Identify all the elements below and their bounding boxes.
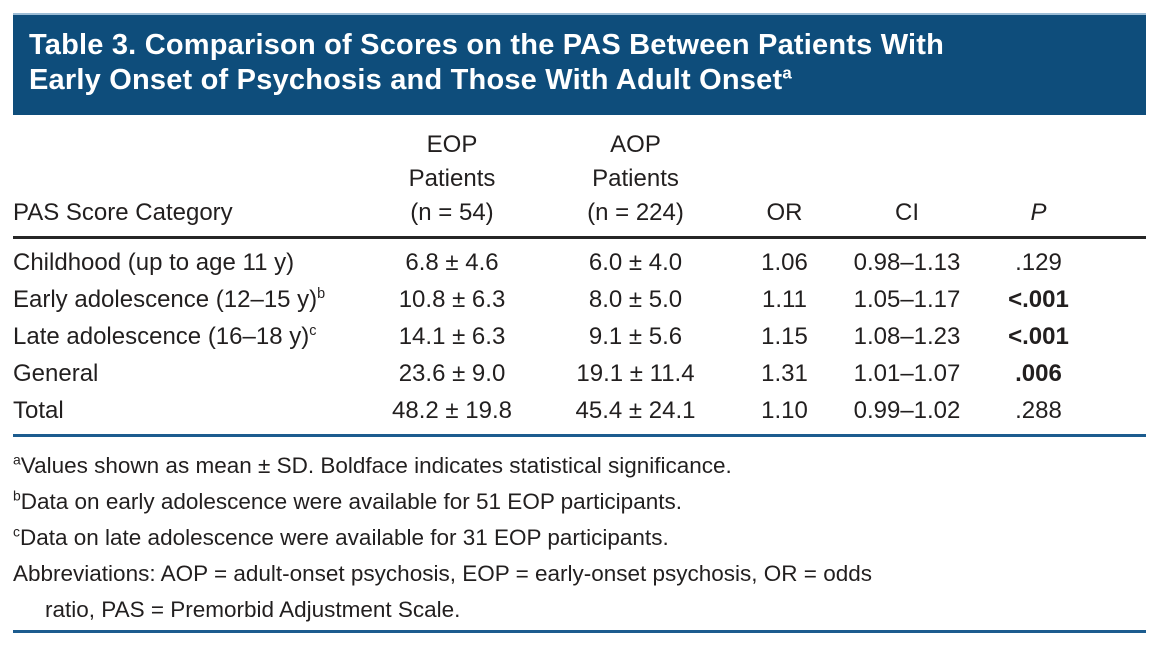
table-title-banner: Table 3. Comparison of Scores on the PAS… [13,15,1146,115]
table-title-line2: Early Onset of Psychosis and Those With … [29,64,783,96]
eop-cell: 6.8 ± 4.6 [405,249,499,276]
table-header-row: PAS Score Category EOP Patients (n = 54)… [13,128,1146,239]
or-cell: 1.31 [761,360,808,387]
ci-cell: 1.01–1.07 [853,360,961,387]
table-row-late-adolescence: Late adolescence (16–18 y)c 14.1 ± 6.3 9… [13,318,1146,355]
p-cell: <.001 [1008,286,1069,313]
pas-comparison-table: PAS Score Category EOP Patients (n = 54)… [13,128,1146,437]
eop-cell: 48.2 ± 19.8 [392,397,512,424]
column-header-p: P [983,128,1146,239]
ci-cell: 1.08–1.23 [853,323,961,350]
top-accent-rule [13,13,1146,15]
aop-cell: 6.0 ± 4.0 [588,249,683,276]
ci-cell: 0.99–1.02 [853,397,961,424]
footnote-a-marker: a [13,451,21,468]
p-cell: .129 [1015,249,1062,276]
table-row-childhood: Childhood (up to age 11 y) 6.8 ± 4.6 6.0… [13,238,1146,282]
footnotes: aValues shown as mean ± SD. Boldface ind… [13,448,1146,628]
footnote-marker-c: c [309,323,317,339]
or-cell: 1.06 [761,249,808,276]
footnote-marker-b: b [317,286,326,302]
table-row-total: Total 48.2 ± 19.8 45.4 ± 24.1 1.10 0.99–… [13,392,1146,436]
footnote-b: bData on early adolescence were availabl… [13,487,682,514]
eop-cell: 10.8 ± 6.3 [398,286,506,313]
table-figure: Table 3. Comparison of Scores on the PAS… [13,13,1146,633]
aop-cell: 9.1 ± 5.6 [588,323,683,350]
p-cell: .288 [1015,397,1062,424]
aop-cell: 19.1 ± 11.4 [576,360,695,387]
aop-cell: 8.0 ± 5.0 [588,286,683,313]
eop-cell: 23.6 ± 9.0 [398,360,506,387]
ci-cell: 1.05–1.17 [853,286,961,313]
aop-cell: 45.4 ± 24.1 [575,397,696,424]
table-title-line1: Table 3. Comparison of Scores on the PAS… [29,29,945,61]
eop-cell: 14.1 ± 6.3 [398,323,506,350]
column-header-or: OR [738,128,831,239]
table-title-footnote-marker: a [782,63,792,83]
footnote-c-marker: c [13,523,20,540]
table-row-early-adolescence: Early adolescence (12–15 y)b 10.8 ± 6.3 … [13,281,1146,318]
or-cell: 1.10 [761,397,808,424]
p-cell: <.001 [1008,323,1069,350]
footnote-c: cData on late adolescence were available… [13,523,669,550]
column-header-eop: EOP Patients (n = 54) [371,128,533,239]
ci-cell: 0.98–1.13 [853,249,961,276]
category-cell: Total [13,397,64,424]
category-cell: Late adolescence (16–18 y)c [13,323,317,350]
or-cell: 1.11 [762,286,807,313]
category-cell: General [13,360,99,387]
category-cell: Early adolescence (12–15 y)b [13,286,326,313]
bottom-accent-rule [13,630,1146,633]
column-header-ci: CI [831,128,983,239]
column-header-category: PAS Score Category [13,128,371,239]
table-row-general: General 23.6 ± 9.0 19.1 ± 11.4 1.31 1.01… [13,355,1146,392]
or-cell: 1.15 [761,323,808,350]
footnote-b-marker: b [13,487,21,504]
footnote-abbreviations: Abbreviations: AOP = adult-onset psychos… [13,561,872,622]
p-cell: .006 [1015,360,1062,387]
category-cell: Childhood (up to age 11 y) [13,249,295,276]
table-title: Table 3. Comparison of Scores on the PAS… [29,28,1128,98]
footnote-a: aValues shown as mean ± SD. Boldface ind… [13,451,732,478]
column-header-aop: AOP Patients (n = 224) [533,128,738,239]
